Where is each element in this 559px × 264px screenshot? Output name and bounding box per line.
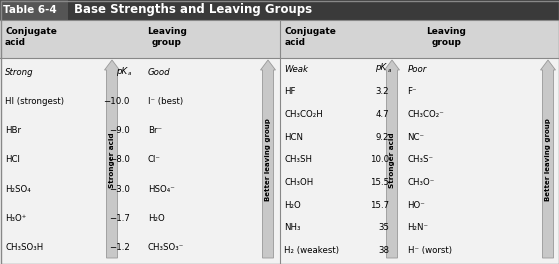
- Text: CH₃CO₂⁻: CH₃CO₂⁻: [408, 110, 444, 119]
- Text: −10.0: −10.0: [103, 97, 130, 106]
- Text: HF: HF: [285, 87, 296, 97]
- Text: 4.7: 4.7: [376, 110, 390, 119]
- Text: 10.0: 10.0: [371, 155, 390, 164]
- Text: Better leaving group: Better leaving group: [265, 119, 271, 201]
- Text: Good: Good: [148, 68, 170, 77]
- FancyArrow shape: [105, 60, 120, 258]
- Text: CH₃SO₃H: CH₃SO₃H: [5, 243, 43, 252]
- Text: Poor: Poor: [408, 65, 427, 74]
- Text: HI (strongest): HI (strongest): [5, 97, 64, 106]
- Text: Stronger acid: Stronger acid: [109, 132, 115, 188]
- Text: Stronger acid: Stronger acid: [389, 132, 395, 188]
- Text: CH₃O⁻: CH₃O⁻: [408, 178, 435, 187]
- Text: Leaving
group: Leaving group: [147, 27, 187, 47]
- Bar: [0, 0, 559, 20]
- Text: 38: 38: [378, 246, 390, 255]
- Text: Conjugate
acid: Conjugate acid: [285, 27, 337, 47]
- Text: Cl⁻: Cl⁻: [148, 155, 161, 164]
- Text: HCN: HCN: [285, 133, 304, 142]
- Text: 3.2: 3.2: [376, 87, 390, 97]
- Text: Base Strengths and Leaving Groups: Base Strengths and Leaving Groups: [74, 3, 312, 16]
- Text: H₂SO₄: H₂SO₄: [5, 185, 31, 194]
- Text: I⁻ (best): I⁻ (best): [148, 97, 183, 106]
- Text: Br⁻: Br⁻: [148, 126, 162, 135]
- Text: −9.0: −9.0: [109, 126, 130, 135]
- Text: Weak: Weak: [285, 65, 309, 74]
- Text: CH₃SO₃⁻: CH₃SO₃⁻: [148, 243, 184, 252]
- Text: CH₃S⁻: CH₃S⁻: [408, 155, 433, 164]
- Text: Leaving
group: Leaving group: [427, 27, 466, 47]
- Bar: [0, 58, 559, 264]
- Text: pK: pK: [116, 67, 127, 76]
- Text: 35: 35: [378, 224, 390, 233]
- Bar: [0, 0, 68, 20]
- FancyArrow shape: [385, 60, 400, 258]
- Text: Table 6-4: Table 6-4: [3, 5, 57, 15]
- Text: −1.7: −1.7: [109, 214, 130, 223]
- Text: H₂N⁻: H₂N⁻: [408, 224, 429, 233]
- Text: Conjugate
acid: Conjugate acid: [5, 27, 57, 47]
- Text: H₂O: H₂O: [148, 214, 165, 223]
- Text: Better leaving group: Better leaving group: [545, 119, 551, 201]
- Text: 15.5: 15.5: [371, 178, 390, 187]
- Text: HSO₄⁻: HSO₄⁻: [148, 185, 175, 194]
- Bar: [0, 20, 559, 58]
- Text: −3.0: −3.0: [109, 185, 130, 194]
- Text: a: a: [387, 68, 391, 73]
- Text: pK: pK: [376, 63, 386, 72]
- Text: NC⁻: NC⁻: [408, 133, 424, 142]
- Text: H₂O: H₂O: [285, 201, 301, 210]
- FancyArrow shape: [260, 60, 276, 258]
- Text: F⁻: F⁻: [408, 87, 417, 97]
- Text: −1.2: −1.2: [109, 243, 130, 252]
- Text: H⁻ (worst): H⁻ (worst): [408, 246, 452, 255]
- Text: 9.2: 9.2: [376, 133, 390, 142]
- Text: −8.0: −8.0: [109, 155, 130, 164]
- FancyArrow shape: [541, 60, 556, 258]
- Text: HBr: HBr: [5, 126, 21, 135]
- Text: CH₃CO₂H: CH₃CO₂H: [285, 110, 323, 119]
- Text: H₃O⁺: H₃O⁺: [5, 214, 26, 223]
- Text: a: a: [128, 71, 131, 76]
- Text: HO⁻: HO⁻: [408, 201, 425, 210]
- Text: Strong: Strong: [5, 68, 34, 77]
- Text: 15.7: 15.7: [371, 201, 390, 210]
- Text: HCl: HCl: [5, 155, 20, 164]
- Text: H₂ (weakest): H₂ (weakest): [285, 246, 339, 255]
- Text: CH₃SH: CH₃SH: [285, 155, 312, 164]
- Text: NH₃: NH₃: [285, 224, 301, 233]
- Text: CH₃OH: CH₃OH: [285, 178, 314, 187]
